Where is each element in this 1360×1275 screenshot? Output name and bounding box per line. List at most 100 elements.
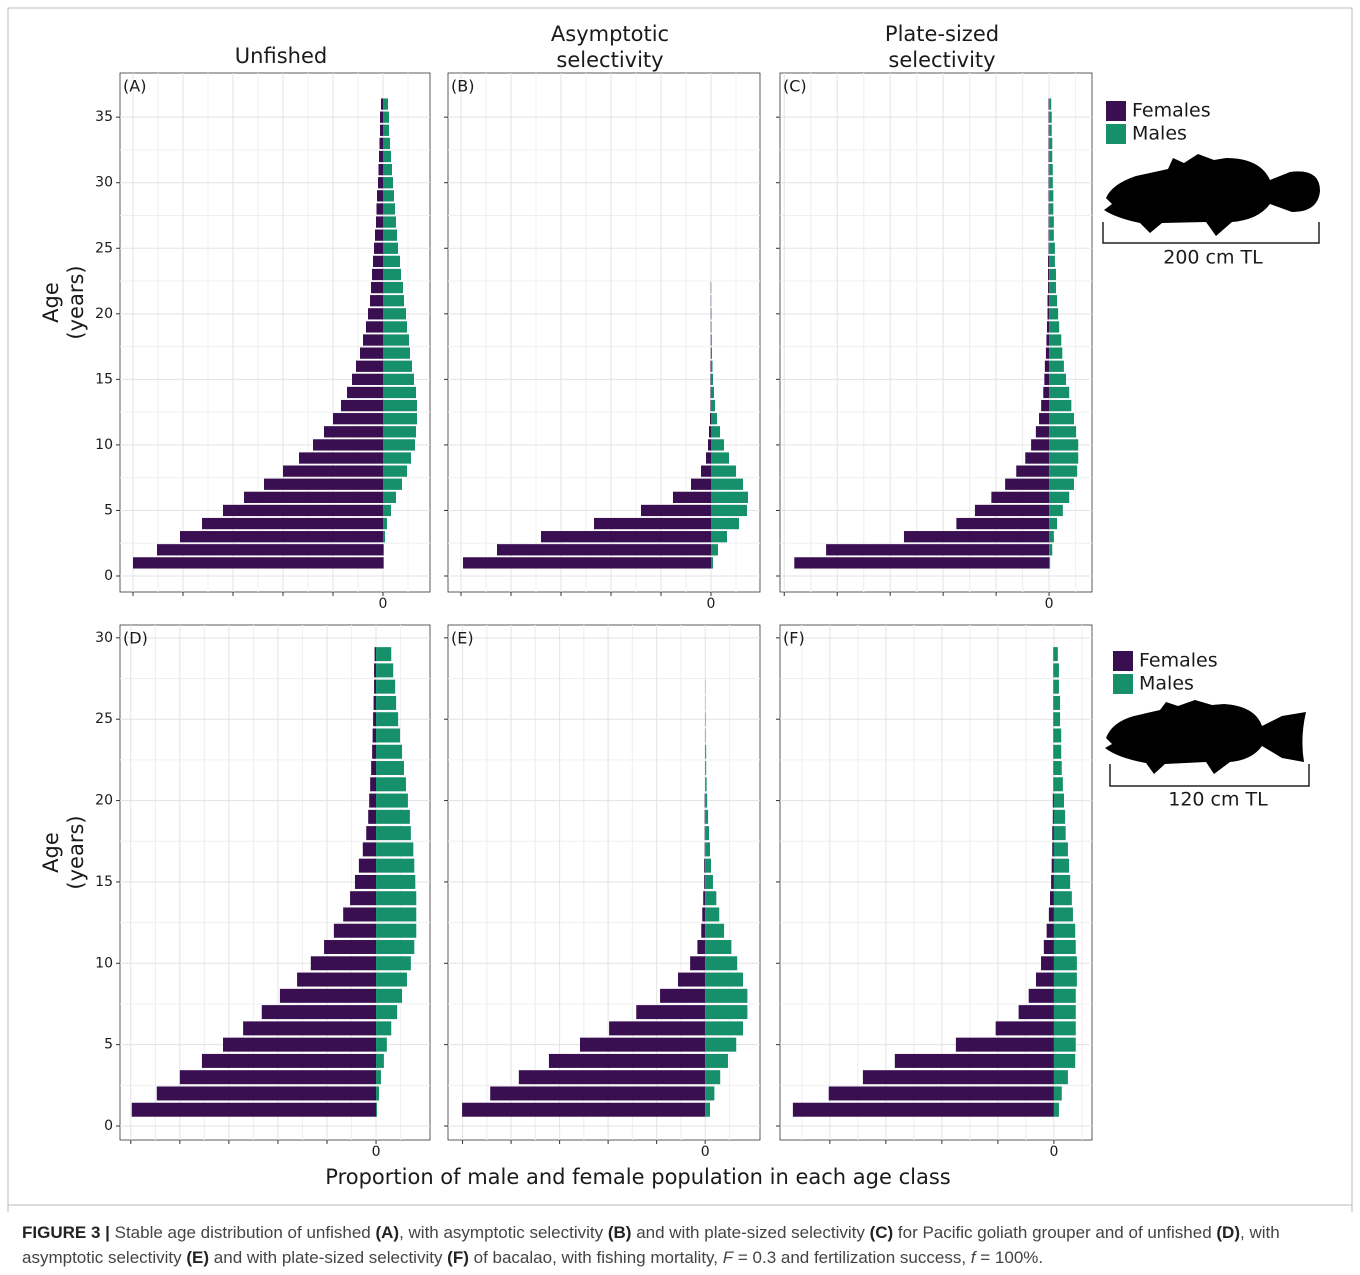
bar: [1047, 308, 1050, 320]
bar: [1046, 321, 1050, 333]
bar: [691, 478, 711, 490]
bar: [350, 891, 377, 906]
bar: [379, 137, 383, 150]
bar: [377, 190, 383, 202]
y-tick-label: 25: [95, 711, 113, 727]
bar: [372, 744, 377, 759]
y-axis-title: Age: [39, 832, 63, 873]
bar: [376, 956, 411, 971]
bar: [363, 334, 383, 346]
bar: [1031, 439, 1050, 451]
legend-label: Females: [1139, 650, 1218, 672]
caption-text: (C): [869, 1223, 894, 1242]
bar: [383, 426, 416, 438]
bar: [1049, 360, 1064, 372]
bar: [995, 1021, 1054, 1036]
bar: [1048, 111, 1050, 123]
legend-label: Males: [1139, 673, 1194, 695]
bar: [705, 891, 717, 906]
bar: [376, 923, 417, 938]
bar: [1053, 695, 1061, 710]
y-tick-label: 35: [95, 109, 113, 125]
bar: [1053, 907, 1073, 922]
bar: [1048, 281, 1050, 294]
bar: [376, 1053, 384, 1068]
bar: [705, 761, 707, 776]
y-tick-label: 15: [95, 874, 113, 890]
bar: [244, 491, 383, 503]
bar: [1018, 1005, 1054, 1020]
caption-text: = 0.3 and fertilization success,: [733, 1248, 971, 1267]
bar: [1051, 874, 1054, 889]
bar: [462, 1102, 706, 1117]
bar: [1053, 695, 1054, 710]
bar: [862, 1070, 1054, 1085]
bar: [383, 308, 406, 320]
bar: [705, 874, 713, 889]
bar: [374, 679, 377, 694]
bar: [711, 399, 715, 412]
bar: [383, 347, 410, 359]
bar: [383, 216, 396, 228]
panel-title: Plate-sized: [885, 22, 999, 46]
bar: [705, 1086, 715, 1101]
bar: [383, 360, 412, 372]
bar: [383, 373, 414, 386]
bar: [376, 809, 410, 824]
panel-label: (F): [783, 629, 805, 648]
bar: [366, 321, 383, 333]
bar: [711, 452, 729, 464]
bar: [710, 399, 711, 412]
y-tick-label: 5: [104, 502, 113, 518]
bar: [705, 972, 744, 987]
caption-text: (F): [447, 1248, 469, 1267]
bar: [894, 1053, 1054, 1068]
bar: [1049, 531, 1054, 543]
bar: [1047, 295, 1050, 307]
bar: [376, 972, 407, 987]
bar: [383, 413, 417, 425]
bar: [1025, 452, 1050, 464]
bar: [991, 491, 1050, 503]
bar: [1049, 229, 1054, 241]
bar: [1053, 923, 1076, 938]
bar: [710, 386, 711, 399]
bar: [1053, 874, 1071, 889]
panel-title: Unfished: [235, 44, 327, 68]
bar: [1053, 777, 1063, 792]
bar: [1048, 203, 1050, 215]
bar: [463, 557, 711, 569]
bar: [1049, 891, 1054, 906]
bar: [705, 793, 708, 808]
bar: [376, 891, 417, 906]
bar: [705, 1037, 737, 1052]
bar: [376, 695, 397, 710]
bar: [711, 491, 748, 503]
bar: [1053, 761, 1054, 776]
bar: [706, 452, 711, 464]
bar: [1053, 1070, 1068, 1085]
bar: [1049, 255, 1055, 268]
bar: [705, 809, 709, 824]
bar: [372, 728, 377, 743]
bar: [711, 517, 739, 530]
bar: [711, 373, 713, 386]
bar: [383, 268, 401, 281]
bar: [660, 988, 706, 1003]
bar: [1053, 972, 1077, 987]
bar: [133, 557, 383, 569]
bar: [383, 452, 411, 464]
y-tick-label: 15: [95, 371, 113, 387]
bar: [1049, 544, 1053, 556]
bar: [1016, 465, 1050, 477]
bar: [371, 761, 377, 776]
bar: [1049, 334, 1062, 346]
caption-text: of bacalao, with fishing mortality,: [468, 1248, 723, 1267]
bar: [705, 923, 725, 938]
bar: [1049, 557, 1051, 569]
caption-text: , with asymptotic selectivity: [399, 1223, 608, 1242]
bar: [1053, 679, 1059, 694]
bar: [497, 544, 711, 556]
bar: [1053, 826, 1066, 841]
bar: [383, 321, 407, 333]
